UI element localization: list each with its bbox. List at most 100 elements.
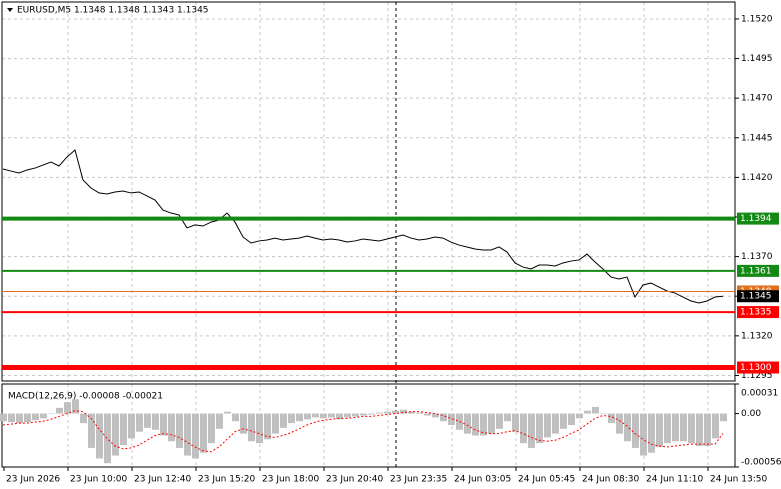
y-tick-label: 1.1370 xyxy=(741,252,773,262)
histogram-bar xyxy=(368,413,375,415)
histogram-bar xyxy=(184,413,191,456)
histogram-bar xyxy=(536,413,543,444)
level-label: 1.1394 xyxy=(740,214,772,224)
level-label: 1.1361 xyxy=(740,266,772,276)
histogram-bar xyxy=(8,413,15,423)
level-label: 1.1335 xyxy=(740,308,772,318)
histogram-bar xyxy=(312,413,319,418)
y-tick-label: 1.1495 xyxy=(741,54,773,64)
histogram-bar xyxy=(480,413,487,436)
x-tick-label: 24 Jun 05:45 xyxy=(518,475,575,485)
y-tick-label: 1.1520 xyxy=(741,14,773,24)
histogram-bar xyxy=(24,413,31,423)
x-tick-label: 23 Jun 12:40 xyxy=(134,475,191,485)
histogram-bar xyxy=(416,412,423,414)
histogram-bar xyxy=(16,413,23,424)
histogram-bar xyxy=(280,413,287,428)
dropdown-icon[interactable] xyxy=(7,8,13,12)
histogram-bar xyxy=(592,406,599,414)
histogram-bar xyxy=(408,411,415,414)
histogram-bar xyxy=(128,413,135,439)
histogram-bar xyxy=(256,413,263,444)
histogram-bar xyxy=(688,413,695,444)
histogram-bar xyxy=(56,407,63,414)
y-tick-label: 0.00031 xyxy=(741,389,778,399)
histogram-bar xyxy=(192,413,199,459)
x-tick-label: 23 Jun 2026 xyxy=(6,475,60,485)
histogram-bar xyxy=(208,413,215,444)
histogram-bar xyxy=(400,409,407,414)
histogram-bar xyxy=(104,413,111,464)
histogram-bar xyxy=(48,413,55,415)
histogram-bar xyxy=(88,413,95,448)
histogram-bar xyxy=(552,413,559,434)
histogram-bar xyxy=(424,413,431,416)
x-tick-label: 23 Jun 23:35 xyxy=(390,475,447,485)
level-label-box xyxy=(737,212,779,225)
histogram-bar xyxy=(176,413,183,448)
histogram-bar xyxy=(520,413,527,444)
histogram-bar xyxy=(288,413,295,424)
histogram-bar xyxy=(120,413,127,446)
x-tick-label: 23 Jun 20:40 xyxy=(326,475,383,485)
histogram-bar xyxy=(384,411,391,414)
histogram-bar xyxy=(152,413,159,430)
histogram-bar xyxy=(656,413,663,447)
histogram-bar xyxy=(40,413,47,419)
y-tick-label: -0.00056 xyxy=(741,458,781,468)
histogram-bar xyxy=(672,413,679,442)
histogram-bar xyxy=(696,413,703,447)
histogram-bar xyxy=(648,413,655,453)
histogram-bar xyxy=(544,413,551,438)
histogram-bar xyxy=(440,413,447,422)
level-label: 1.1300 xyxy=(740,363,772,373)
histogram-bar xyxy=(720,413,727,422)
price-marker-box xyxy=(737,290,779,303)
histogram-bar xyxy=(72,399,79,414)
x-tick-label: 23 Jun 10:00 xyxy=(70,475,127,485)
histogram-bar xyxy=(112,413,119,456)
histogram-bar xyxy=(512,413,519,432)
histogram-bar xyxy=(248,413,255,442)
histogram-bar xyxy=(624,413,631,442)
histogram-bar xyxy=(504,413,511,422)
histogram-bar xyxy=(600,413,607,415)
main-frame xyxy=(1,1,736,382)
y-tick-label: 1.1320 xyxy=(741,331,773,341)
histogram-bar xyxy=(576,413,583,419)
histogram-bar xyxy=(168,413,175,442)
y-tick-label: 1.1470 xyxy=(741,94,773,104)
histogram-bar xyxy=(296,413,303,422)
histogram-bar xyxy=(560,413,567,429)
y-tick-label: 1.1295 xyxy=(741,371,773,381)
x-tick-label: 24 Jun 08:30 xyxy=(582,475,639,485)
macd-title: MACD(12,26,9) -0.00008 -0.00021 xyxy=(8,392,163,402)
histogram-bar xyxy=(472,413,479,436)
histogram-bar xyxy=(352,413,359,417)
histogram-bar xyxy=(664,413,671,444)
histogram-bar xyxy=(376,412,383,414)
histogram-bar xyxy=(160,413,167,436)
histogram-bar xyxy=(32,413,39,421)
histogram-bar xyxy=(640,413,647,456)
histogram-bar xyxy=(712,413,719,439)
macd-frame xyxy=(1,383,736,468)
histogram-bar xyxy=(488,413,495,434)
histogram-bar xyxy=(392,410,399,414)
histogram-bar xyxy=(704,413,711,447)
histogram-bar xyxy=(432,413,439,418)
histogram-bar xyxy=(680,413,687,442)
histogram-bar xyxy=(224,411,231,414)
histogram-bar xyxy=(304,413,311,420)
histogram-bar xyxy=(616,413,623,434)
y-tick-label: 0.00 xyxy=(741,409,761,419)
histogram-bar xyxy=(584,410,591,414)
histogram-bar xyxy=(336,413,343,420)
histogram-bar xyxy=(344,413,351,418)
histogram-bar xyxy=(0,413,7,422)
histogram-bar xyxy=(496,413,503,429)
histogram-bar xyxy=(272,413,279,434)
histogram-bar xyxy=(456,413,463,430)
histogram-bar xyxy=(240,413,247,434)
